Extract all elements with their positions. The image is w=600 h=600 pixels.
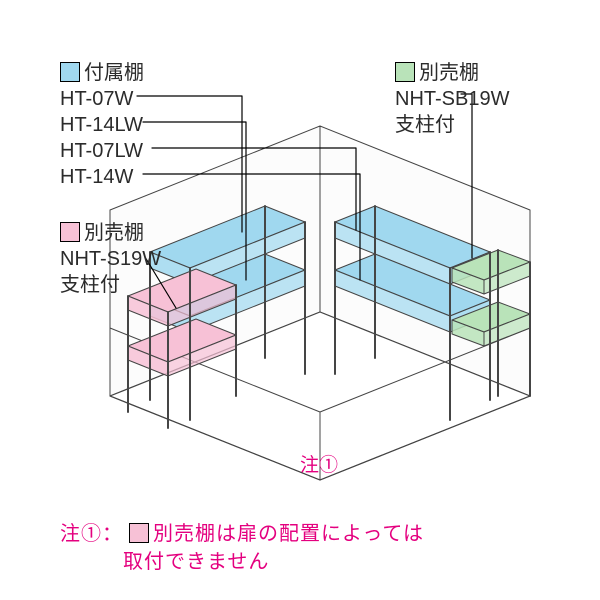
label-pink-post: 支柱付 (60, 272, 120, 298)
legend-included-shelf: 付属棚 (60, 60, 144, 86)
label-ht-07w: HT-07W (60, 86, 133, 112)
footnote-line2: 取付できません (123, 551, 269, 573)
legend-optional-pink-title: 別売棚 (84, 222, 144, 244)
swatch-blue (60, 62, 80, 82)
legend-optional-green: 別売棚 (395, 60, 479, 86)
footnote: 注①：別売棚は扉の配置によっては 注①：取付できません (60, 520, 560, 576)
shelf-diagram: { "legend_left": { "header": "付属棚", "swa… (0, 0, 600, 600)
swatch-pink-note (129, 523, 149, 543)
label-green-post: 支柱付 (395, 112, 455, 138)
label-ht-07lw: HT-07LW (60, 138, 143, 164)
footnote-prefix: 注①： (60, 523, 123, 545)
label-nht-s19w: NHT-S19W (60, 246, 161, 272)
legend-included-title: 付属棚 (84, 62, 144, 84)
note-ref: 注① (300, 450, 338, 477)
legend-optional-green-title: 別売棚 (419, 62, 479, 84)
label-ht-14w: HT-14W (60, 164, 133, 190)
swatch-pink (60, 222, 80, 242)
label-ht-14lw: HT-14LW (60, 112, 143, 138)
swatch-green (395, 62, 415, 82)
label-nht-sb19w: NHT-SB19W (395, 86, 509, 112)
footnote-line1: 別売棚は扉の配置によっては (153, 523, 424, 545)
legend-optional-pink: 別売棚 (60, 220, 144, 246)
